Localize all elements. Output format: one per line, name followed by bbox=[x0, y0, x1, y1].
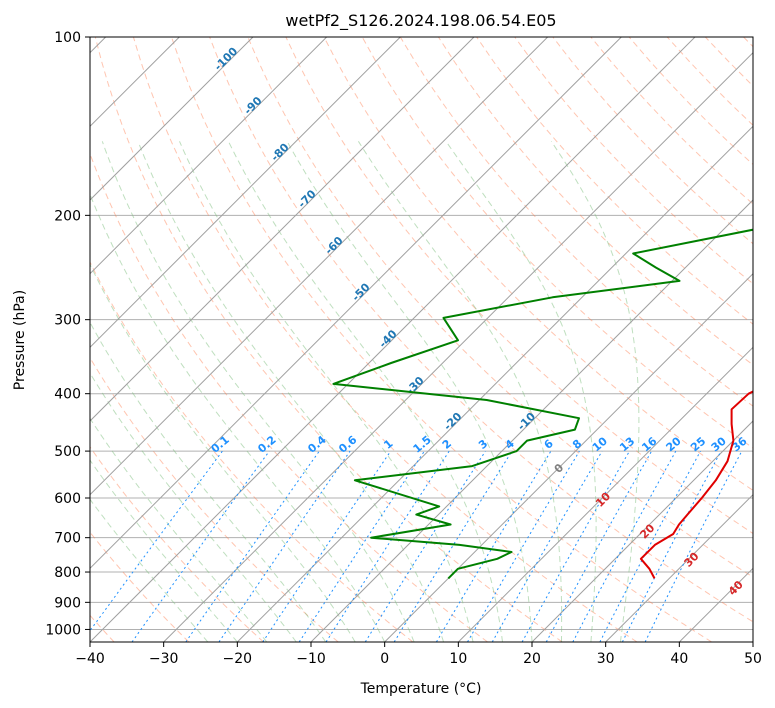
dry-adiabat-line bbox=[132, 37, 638, 642]
isotherm-line bbox=[90, 37, 696, 642]
moist-adiabat-line bbox=[445, 141, 597, 642]
dry-adiabat-line bbox=[209, 37, 753, 623]
dry-adiabat-line bbox=[171, 37, 712, 642]
chart-title: wetPf2_S126.2024.198.06.54.E05 bbox=[285, 11, 556, 31]
x-tick-label: −20 bbox=[223, 651, 253, 667]
mixing-ratio-line bbox=[572, 450, 677, 642]
x-tick-label: 20 bbox=[523, 651, 541, 667]
x-axis-label: Temperature (°C) bbox=[360, 681, 482, 697]
mixing-ratio-line bbox=[131, 450, 270, 642]
y-tick-label: 200 bbox=[54, 208, 81, 224]
moist-adiabat-line bbox=[286, 141, 533, 642]
dry-adiabat-line bbox=[247, 37, 753, 578]
mixing-ratio-line bbox=[298, 450, 425, 642]
moist-adiabat-line bbox=[90, 263, 356, 642]
dry-adiabat-line bbox=[90, 446, 264, 642]
dry-adiabat-line bbox=[476, 37, 753, 325]
moist-adiabat-line bbox=[357, 141, 563, 642]
isotherm-line bbox=[531, 420, 753, 642]
moist-adiabat-line bbox=[179, 141, 474, 642]
dewpoint-profile-line bbox=[332, 228, 753, 580]
x-tick-label: 40 bbox=[670, 651, 688, 667]
x-tick-label: 30 bbox=[597, 651, 615, 667]
y-tick-label: 100 bbox=[54, 30, 81, 46]
x-tick-label: 10 bbox=[449, 651, 467, 667]
mixing-ratio-line bbox=[364, 450, 486, 642]
plot-frame bbox=[89, 36, 754, 643]
moist-adiabat-line bbox=[90, 321, 327, 642]
moist-adiabat-line bbox=[550, 141, 640, 642]
dry-adiabat-line bbox=[514, 37, 753, 285]
isotherm-line bbox=[90, 37, 475, 422]
moist-adiabat-line bbox=[90, 417, 268, 642]
mixing-ratio-line bbox=[521, 450, 630, 642]
moist-adiabat-line bbox=[90, 498, 209, 642]
x-tick-label: 50 bbox=[744, 651, 762, 667]
isotherm-line bbox=[90, 37, 328, 275]
mixing-ratio-line bbox=[545, 450, 653, 642]
y-tick-label: 1000 bbox=[45, 622, 81, 638]
isotherm-line bbox=[605, 493, 753, 642]
x-tick-label: 0 bbox=[380, 651, 389, 667]
mixing-ratio-line bbox=[435, 450, 552, 642]
dry-adiabat-line bbox=[323, 37, 753, 491]
x-tick-label: −30 bbox=[149, 651, 179, 667]
isotherm-line bbox=[236, 125, 753, 642]
mixing-ratio-line bbox=[325, 450, 450, 642]
y-tick-label: 400 bbox=[54, 387, 81, 403]
plot-area: 0.1 0.2 0.4 0.6 1 1.5 2 3 4 6 8 10 13 16 20 25 30 36-100-… bbox=[90, 37, 753, 642]
y-tick-label: 500 bbox=[54, 444, 81, 460]
y-tick-label: 900 bbox=[54, 595, 81, 611]
x-tick-label: −10 bbox=[296, 651, 326, 667]
mixing-ratio-line bbox=[599, 450, 701, 642]
mixing-ratio-line bbox=[90, 450, 223, 632]
mixing-ratio-line bbox=[185, 450, 320, 642]
mixing-ratio-line bbox=[621, 450, 722, 642]
isotherm-line bbox=[384, 272, 753, 642]
isotherm-line bbox=[163, 51, 753, 642]
temperature-profile-line bbox=[639, 390, 753, 579]
isotherm-line bbox=[90, 37, 622, 570]
isotherm-line bbox=[457, 346, 753, 642]
moist-adiabat-line bbox=[137, 141, 445, 642]
x-tick-label: −40 bbox=[75, 651, 105, 667]
mixing-ratio-line bbox=[644, 450, 743, 642]
isotherm-line bbox=[90, 37, 549, 496]
isotherm-line bbox=[90, 37, 254, 201]
dry-adiabat-line bbox=[94, 37, 563, 642]
moist-adiabat-line bbox=[227, 141, 503, 642]
moist-adiabat-line bbox=[90, 372, 297, 642]
dry-adiabat-line bbox=[90, 260, 414, 642]
y-tick-label: 600 bbox=[54, 491, 81, 507]
isotherm-line bbox=[90, 37, 401, 349]
mixing-ratio-line bbox=[393, 450, 513, 642]
mixing-ratio-line bbox=[467, 450, 580, 642]
dry-adiabat-line bbox=[285, 37, 753, 535]
y-tick-label: 700 bbox=[54, 531, 81, 547]
mixing-ratio-line bbox=[491, 450, 603, 642]
y-axis-label: Pressure (hPa) bbox=[12, 290, 28, 390]
y-tick-label: 800 bbox=[54, 565, 81, 581]
axes: −40 −30 −20 −10 0 10 20 30 40 50 100 200 300 400 500 60… bbox=[45, 30, 762, 667]
moist-adiabat-line bbox=[90, 192, 386, 642]
y-tick-label: 300 bbox=[54, 313, 81, 329]
